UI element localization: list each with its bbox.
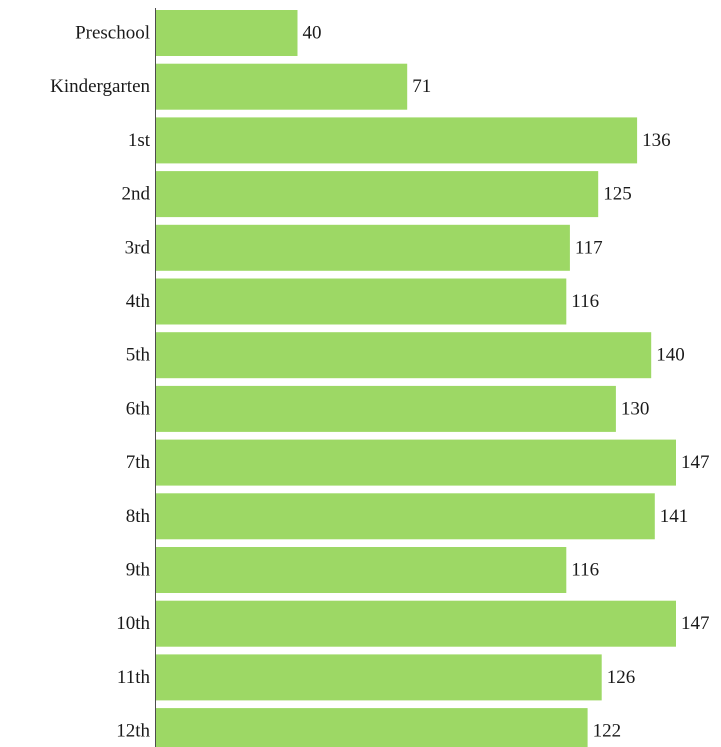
bar-3rd xyxy=(156,224,570,271)
bar-preschool xyxy=(156,10,298,56)
value-label-kindergarten: 71 xyxy=(412,76,431,97)
bars-group xyxy=(156,10,676,747)
value-label-3rd: 117 xyxy=(575,237,603,258)
bar-1st xyxy=(156,117,638,164)
category-label-preschool: Preschool xyxy=(75,23,150,44)
category-label-7th: 7th xyxy=(126,452,151,473)
value-label-preschool: 40 xyxy=(303,23,322,44)
category-label-9th: 9th xyxy=(126,560,151,581)
category-label-1st: 1st xyxy=(128,130,151,151)
bar-8th xyxy=(156,493,655,540)
category-label-8th: 8th xyxy=(126,506,151,527)
category-label-4th: 4th xyxy=(126,291,151,312)
category-label-5th: 5th xyxy=(126,345,151,366)
bar-10th xyxy=(156,600,676,647)
value-label-10th: 147 xyxy=(681,613,710,634)
category-label-10th: 10th xyxy=(116,613,150,634)
value-label-5th: 140 xyxy=(656,345,685,366)
bar-2nd xyxy=(156,171,599,218)
category-label-12th: 12th xyxy=(116,721,150,742)
value-label-1st: 136 xyxy=(642,130,671,151)
value-label-9th: 116 xyxy=(571,560,599,581)
category-label-2nd: 2nd xyxy=(122,184,151,205)
bar-9th xyxy=(156,547,567,593)
category-label-11th: 11th xyxy=(117,667,151,688)
value-labels-group: 40 71 136 125 117 116 140 130 147 141 116 147 126 122 xyxy=(303,23,710,742)
bar-4th xyxy=(156,278,567,325)
bar-6th xyxy=(156,385,616,432)
value-label-6th: 130 xyxy=(621,398,650,419)
category-label-6th: 6th xyxy=(126,398,151,419)
category-label-3rd: 3rd xyxy=(125,237,151,258)
value-label-12th: 122 xyxy=(593,721,622,742)
value-label-8th: 141 xyxy=(660,506,689,527)
category-label-kindergarten: Kindergarten xyxy=(50,76,150,97)
bar-5th xyxy=(156,332,652,379)
bar-7th xyxy=(156,439,676,486)
value-label-2nd: 125 xyxy=(603,184,632,205)
category-labels-group: Preschool Kindergarten 1st 2nd 3rd 4th 5th 6th 7… xyxy=(50,23,151,742)
value-label-4th: 116 xyxy=(571,291,599,312)
value-label-7th: 147 xyxy=(681,452,710,473)
bar-kindergarten xyxy=(156,63,408,110)
bar-11th xyxy=(156,654,602,701)
value-label-11th: 126 xyxy=(607,667,636,688)
bar-12th xyxy=(156,708,588,747)
